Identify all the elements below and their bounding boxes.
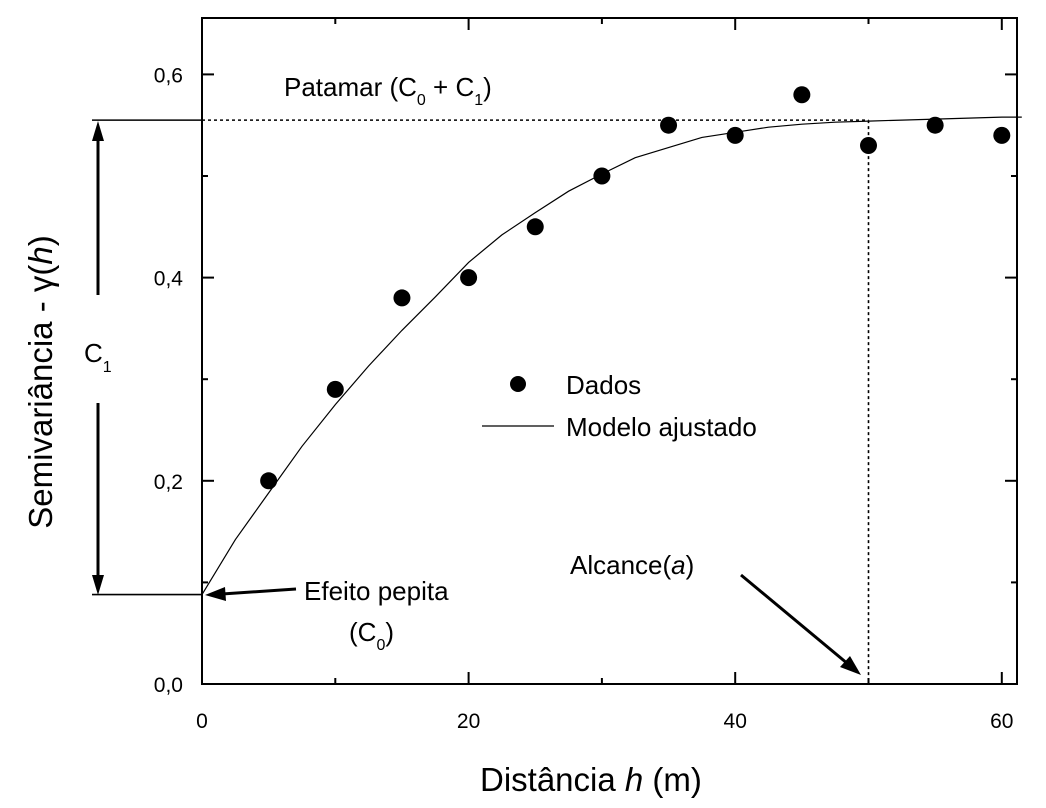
data-points [260,86,1011,490]
tick-labels: 0 20 40 60 0,0 0,2 0,4 0,6 [154,64,1014,733]
data-point [926,116,944,134]
data-point [993,126,1011,144]
axis-ticks [201,18,1017,685]
nugget-arrow-line [221,587,297,596]
legend-label-modelo: Modelo ajustado [566,412,757,442]
nugget-arrow-head [205,587,226,601]
y-axis-title: Semivariância - γ(h) [22,235,59,528]
x-tick-label: 60 [990,710,1013,733]
data-point [793,86,811,104]
data-point [460,269,478,287]
legend-label-dados: Dados [566,370,641,400]
c1-label: C1 [84,338,112,376]
x-tick-label: 20 [457,710,480,733]
data-point [726,126,744,144]
legend-marker-dados [510,376,526,392]
range-label: Alcance(a) [570,550,694,580]
y-tick-label: 0,2 [154,471,183,494]
c1-arrow-head-down [92,575,104,595]
data-point [260,472,278,490]
data-point [860,137,877,155]
data-point [326,380,344,398]
legend: Dados Modelo ajustado [482,370,757,442]
data-point [393,289,411,307]
range-arrow [740,573,861,675]
x-axis-title: Distância h (m) [480,761,702,798]
plot-frame [201,17,1018,685]
c1-double-arrow [92,121,104,595]
c1-arrow-head-up [92,121,104,141]
x-tick-label: 0 [196,710,208,733]
nugget-label-line2: (C0) [349,617,394,654]
range-arrow-head [840,656,861,675]
x-tick-label: 40 [724,710,747,733]
range-arrow-line [740,573,849,666]
y-tick-label: 0,4 [154,268,184,291]
y-tick-label: 0,0 [154,674,183,697]
model-curve [201,116,1022,595]
y-tick-label: 0,6 [154,64,183,87]
data-point [526,218,544,236]
nugget-arrow [205,587,297,601]
data-point [660,116,678,134]
sill-label: Patamar (C0 + C1) [284,72,492,109]
data-point [593,167,611,185]
nugget-label-line1: Efeito pepita [304,576,449,606]
